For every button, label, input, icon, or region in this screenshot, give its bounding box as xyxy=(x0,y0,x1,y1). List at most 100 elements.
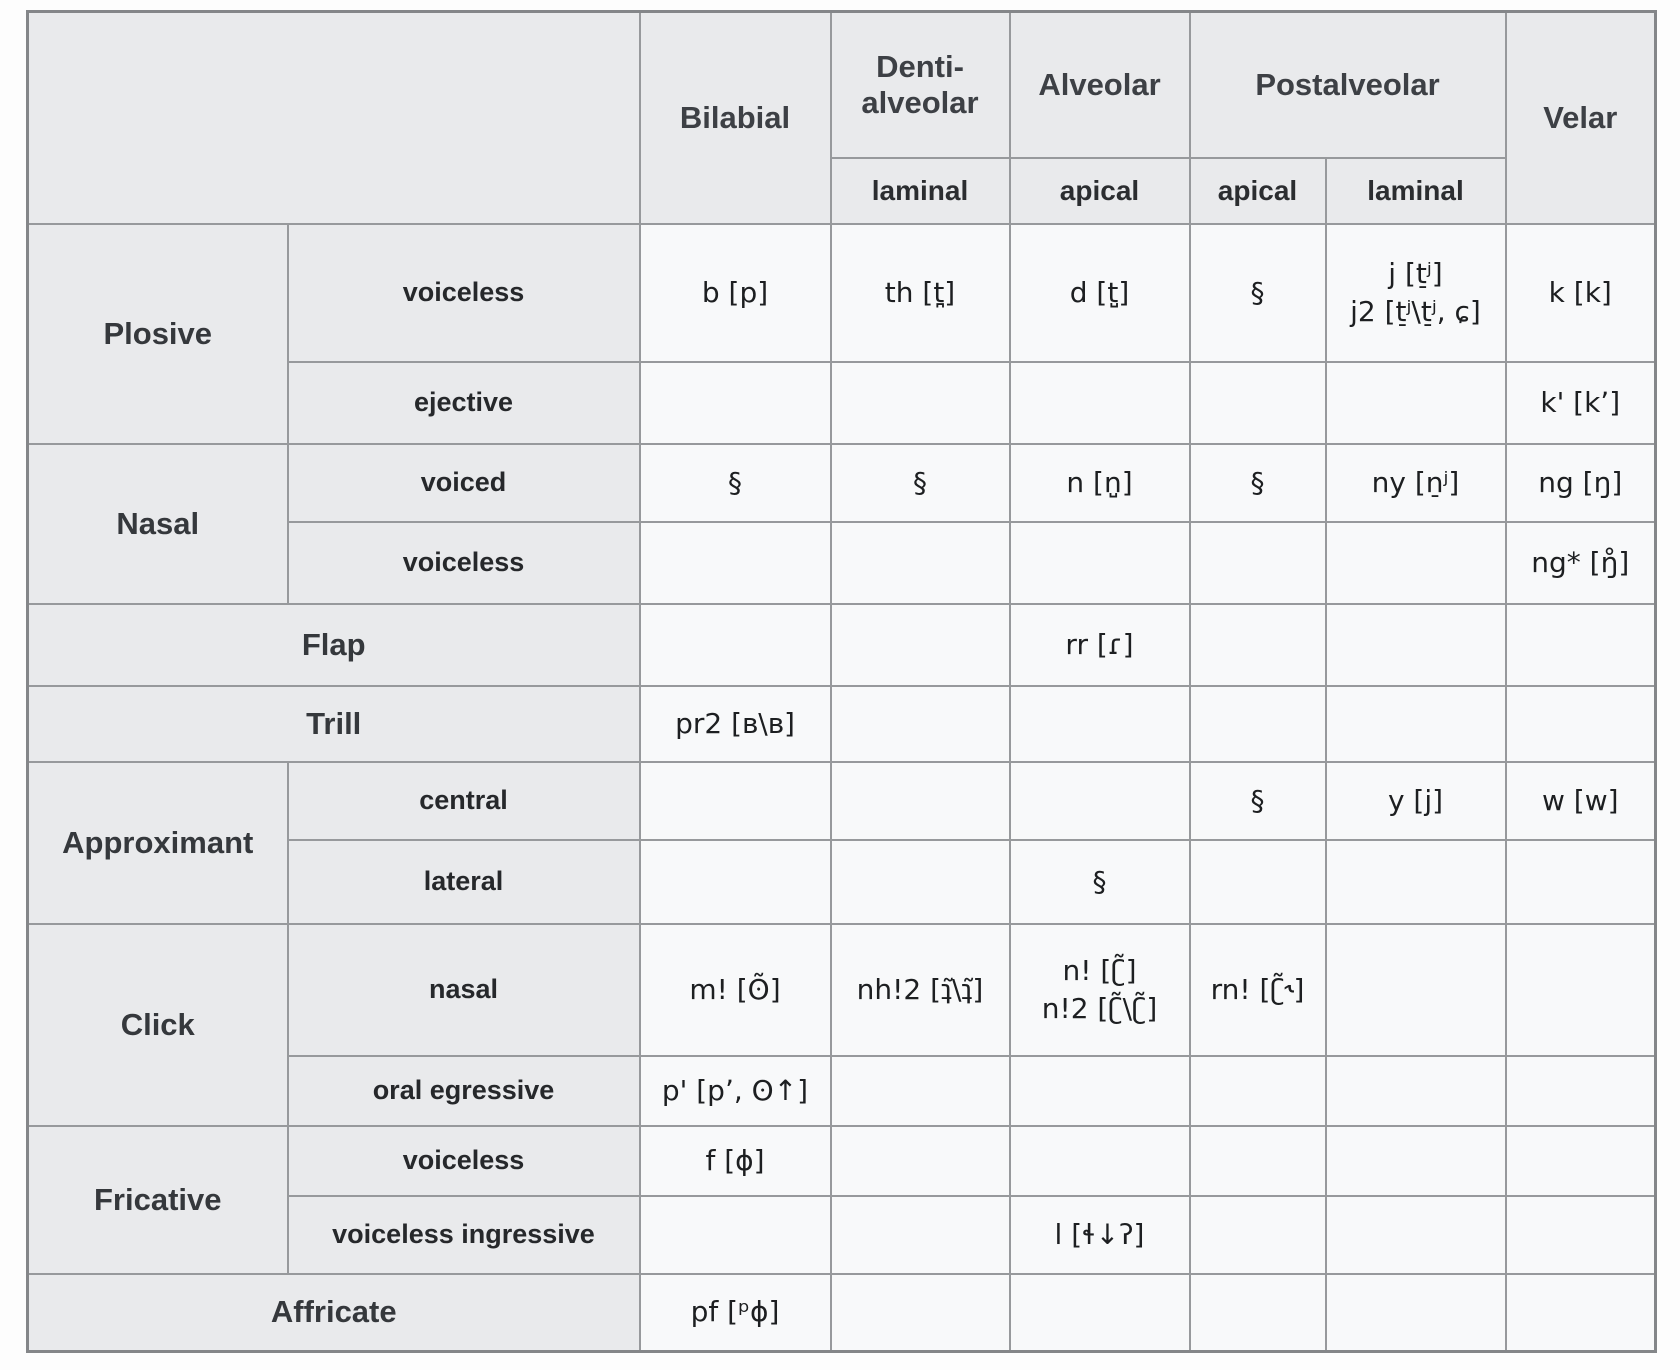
empty-cell xyxy=(829,360,1011,445)
empty-cell xyxy=(638,760,832,841)
subheader-apical-alveolar: apical xyxy=(1008,156,1191,225)
empty-cell xyxy=(1008,1054,1191,1127)
empty-cell xyxy=(829,684,1011,763)
empty-cell xyxy=(1008,520,1191,605)
empty-cell xyxy=(1008,360,1191,445)
corner-cell xyxy=(26,10,641,225)
empty-cell xyxy=(1324,360,1507,445)
empty-cell xyxy=(638,838,832,925)
header-velar: Velar xyxy=(1504,10,1657,225)
empty-cell xyxy=(1324,922,1507,1057)
cell-plosive-voiceless-post-apical: § xyxy=(1188,222,1327,363)
cell-plosive-ejective-velar: k' [kʼ] xyxy=(1504,360,1657,445)
empty-cell xyxy=(1324,1194,1507,1275)
empty-cell xyxy=(1504,1272,1657,1353)
header-postalveolar: Postalveolar xyxy=(1188,10,1507,159)
empty-cell xyxy=(829,760,1011,841)
rowgroup-approximant: Approximant xyxy=(26,760,289,925)
empty-cell xyxy=(638,602,832,687)
rowlabel-nasal-voiceless: voiceless xyxy=(286,520,641,605)
cell-nasal-voiced-post-apical: § xyxy=(1188,442,1327,523)
empty-cell xyxy=(829,1194,1011,1275)
rowlabel-fricative-voiceless: voiceless xyxy=(286,1124,641,1197)
cell-click-nasal-post-apical: rn! [ʗ̃˞] xyxy=(1188,922,1327,1057)
empty-cell xyxy=(829,1054,1011,1127)
cell-nasal-voiced-bilabial: § xyxy=(638,442,832,523)
cell-approximant-lateral-alveolar: § xyxy=(1008,838,1191,925)
empty-cell xyxy=(1504,1124,1657,1197)
cell-plosive-voiceless-velar: k [k] xyxy=(1504,222,1657,363)
empty-cell xyxy=(1504,1194,1657,1275)
empty-cell xyxy=(1008,684,1191,763)
cell-flap-alveolar: rr [ɾ] xyxy=(1008,602,1191,687)
empty-cell xyxy=(638,1194,832,1275)
rowlabel-click-nasal: nasal xyxy=(286,922,641,1057)
cell-trill-bilabial: pr2 [ʙ\ʙ] xyxy=(638,684,832,763)
cell-click-oral-egressive-bilabial: p' [pʼ, ʘ↑] xyxy=(638,1054,832,1127)
cell-nasal-voiceless-velar: ng* [ŋ̊] xyxy=(1504,520,1657,605)
empty-cell xyxy=(638,520,832,605)
rowlabel-approximant-lateral: lateral xyxy=(286,838,641,925)
cell-nasal-voiced-velar: ng [ŋ] xyxy=(1504,442,1657,523)
empty-cell xyxy=(1188,684,1327,763)
empty-cell xyxy=(1188,838,1327,925)
empty-cell xyxy=(1008,760,1191,841)
cell-approximant-central-velar: w [w] xyxy=(1504,760,1657,841)
empty-cell xyxy=(1188,520,1327,605)
empty-cell xyxy=(829,602,1011,687)
empty-cell xyxy=(1188,1124,1327,1197)
empty-cell xyxy=(1008,1272,1191,1353)
cell-click-nasal-alveolar: n! [ʗ̃] n!2 [ʗ̃\ʗ̃] xyxy=(1008,922,1191,1057)
cell-click-nasal-denti: nh!2 [ʇ̃\ʇ̃] xyxy=(829,922,1011,1057)
empty-cell xyxy=(1504,602,1657,687)
empty-cell xyxy=(1504,838,1657,925)
cell-plosive-voiceless-post-laminal: j [t̠ʲ] j2 [t̠ʲ\t̠ʲ, ɕ] xyxy=(1324,222,1507,363)
rowgroup-trill: Trill xyxy=(26,684,641,763)
empty-cell xyxy=(829,520,1011,605)
rowgroup-fricative: Fricative xyxy=(26,1124,289,1275)
subheader-laminal-postalveolar: laminal xyxy=(1324,156,1507,225)
empty-cell xyxy=(1188,1194,1327,1275)
empty-cell xyxy=(829,1124,1011,1197)
empty-cell xyxy=(1324,1272,1507,1353)
rowgroup-nasal: Nasal xyxy=(26,442,289,605)
empty-cell xyxy=(1188,1272,1327,1353)
header-alveolar: Alveolar xyxy=(1008,10,1191,159)
empty-cell xyxy=(1324,838,1507,925)
cell-approximant-central-post-laminal: y [j] xyxy=(1324,760,1507,841)
cell-plosive-voiceless-bilabial: b [p] xyxy=(638,222,832,363)
cell-nasal-voiced-post-laminal: ny [n̠ʲ] xyxy=(1324,442,1507,523)
subheader-laminal-denti: laminal xyxy=(829,156,1011,225)
cell-affricate-bilabial: pf [ᵖɸ] xyxy=(638,1272,832,1353)
empty-cell xyxy=(1188,360,1327,445)
rowlabel-click-oral-egressive: oral egressive xyxy=(286,1054,641,1127)
header-bilabial: Bilabial xyxy=(638,10,832,225)
empty-cell xyxy=(829,838,1011,925)
cell-line-1: n! [ʗ̃] xyxy=(1062,953,1137,987)
cell-plosive-voiceless-alveolar: d [t̺] xyxy=(1008,222,1191,363)
empty-cell xyxy=(1324,1054,1507,1127)
empty-cell xyxy=(1188,1054,1327,1127)
empty-cell xyxy=(1504,1054,1657,1127)
empty-cell xyxy=(1324,684,1507,763)
cell-nasal-voiced-alveolar: n [n̺] xyxy=(1008,442,1191,523)
header-denti-alveolar: Denti-alveolar xyxy=(829,10,1011,159)
cell-plosive-voiceless-denti: th [t̪] xyxy=(829,222,1011,363)
empty-cell xyxy=(1504,922,1657,1057)
rowgroup-flap: Flap xyxy=(26,602,641,687)
empty-cell xyxy=(1188,602,1327,687)
rowgroup-plosive: Plosive xyxy=(26,222,289,445)
empty-cell xyxy=(1008,1124,1191,1197)
rowlabel-plosive-voiceless: voiceless xyxy=(286,222,641,363)
cell-line-2: j2 [t̠ʲ\t̠ʲ, ɕ] xyxy=(1350,294,1481,328)
rowgroup-click: Click xyxy=(26,922,289,1127)
cell-line-2: n!2 [ʗ̃\ʗ̃] xyxy=(1041,991,1158,1025)
cell-line-1: j [t̠ʲ] xyxy=(1388,256,1443,290)
rowlabel-plosive-ejective: ejective xyxy=(286,360,641,445)
cell-fricative-voiceless-bilabial: f [ɸ] xyxy=(638,1124,832,1197)
empty-cell xyxy=(638,360,832,445)
cell-nasal-voiced-denti: § xyxy=(829,442,1011,523)
subheader-apical-postalveolar: apical xyxy=(1188,156,1327,225)
empty-cell xyxy=(1324,520,1507,605)
